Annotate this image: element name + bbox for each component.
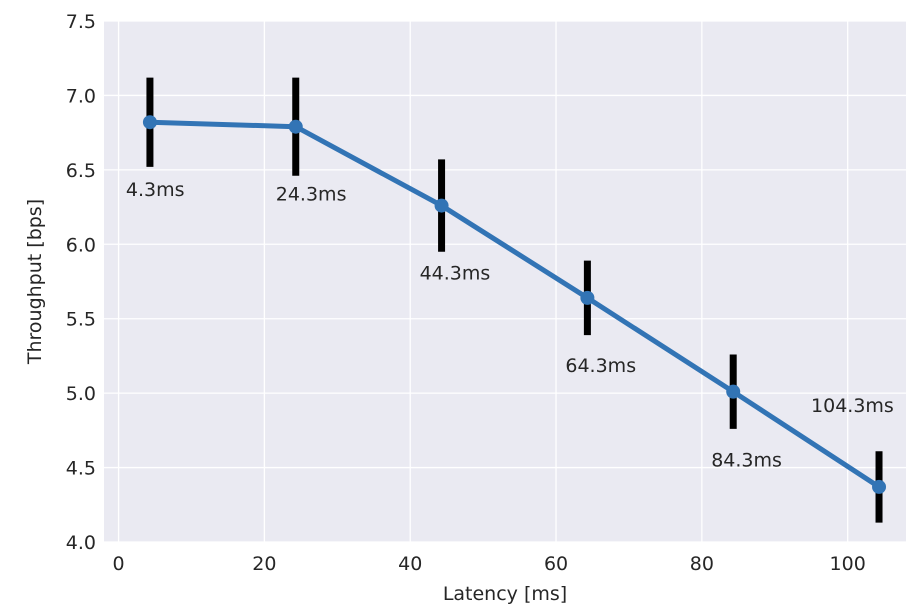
data-point: [580, 290, 595, 305]
y-tick-label: 6.0: [66, 234, 96, 256]
data-point: [726, 384, 741, 399]
data-point: [288, 119, 303, 134]
y-axis-label: Throughput [bps]: [24, 199, 46, 365]
x-tick-label: 60: [544, 553, 568, 575]
x-tick-label: 0: [113, 553, 125, 575]
plot-area: [104, 21, 906, 542]
point-label: 84.3ms: [711, 450, 782, 472]
grid-lines: [104, 20, 906, 543]
point-label: 44.3ms: [420, 263, 491, 285]
y-tick-labels: 4.0 4.5 5.0 5.5 6.0 6.5 7.0 7.5: [66, 11, 96, 554]
data-point: [872, 479, 887, 494]
point-label: 104.3ms: [811, 395, 894, 417]
series-line: [149, 119, 881, 489]
x-tick-labels: 0 20 40 60 80 100: [113, 553, 866, 575]
x-tick-label: 20: [252, 553, 276, 575]
data-points: [142, 115, 887, 494]
x-tick-label: 80: [690, 553, 714, 575]
y-tick-label: 5.0: [66, 383, 96, 405]
y-tick-label: 7.0: [66, 85, 96, 107]
x-tick-label: 40: [398, 553, 422, 575]
x-axis-label: Latency [ms]: [443, 583, 567, 605]
data-point: [142, 115, 157, 130]
point-label: 24.3ms: [276, 184, 347, 206]
y-tick-label: 5.5: [66, 309, 96, 331]
y-tick-label: 6.5: [66, 160, 96, 182]
data-point: [434, 198, 449, 213]
y-tick-label: 4.5: [66, 458, 96, 480]
x-tick-label: 100: [830, 553, 866, 575]
point-label: 64.3ms: [565, 355, 636, 377]
y-tick-label: 7.5: [66, 11, 96, 33]
point-labels: 4.3ms 24.3ms 44.3ms 64.3ms 84.3ms 104.3ms: [126, 179, 894, 471]
point-label: 4.3ms: [126, 179, 185, 201]
y-tick-label: 4.0: [66, 532, 96, 554]
